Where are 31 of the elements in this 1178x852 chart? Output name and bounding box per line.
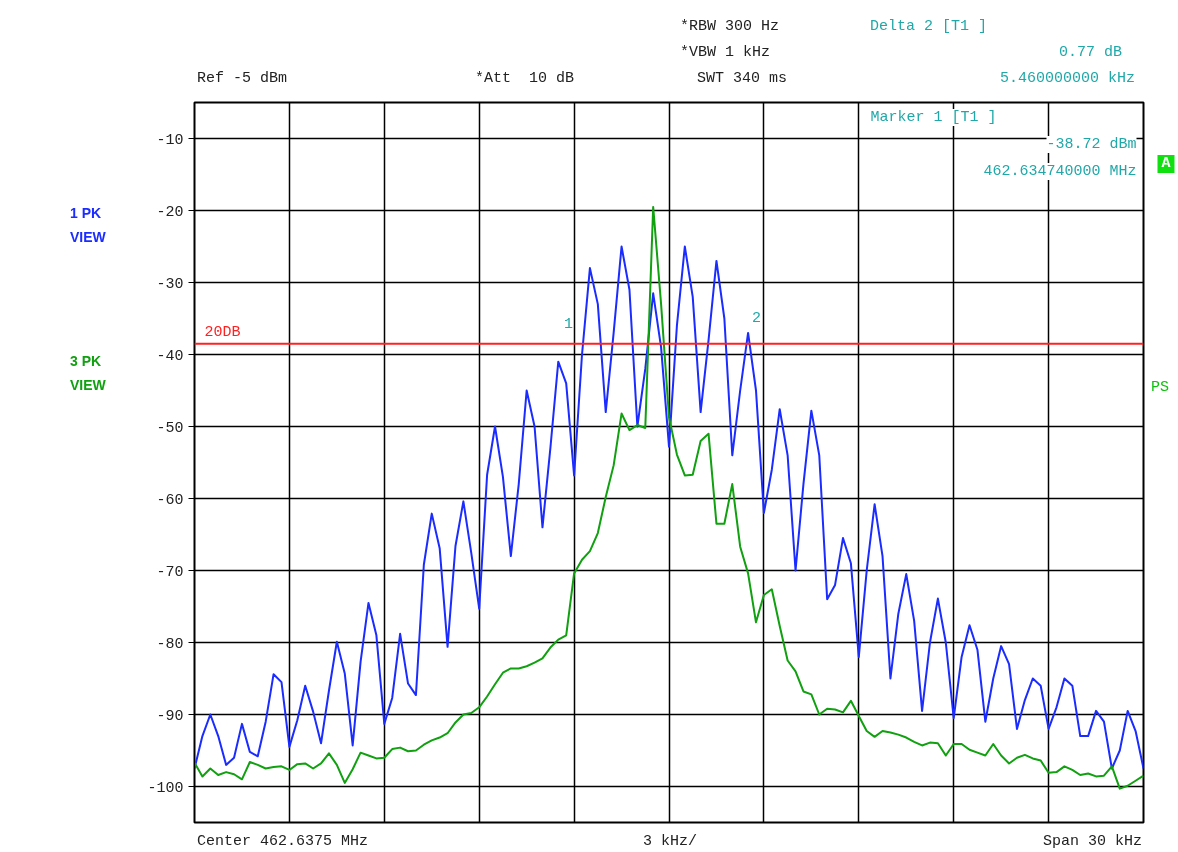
- y-tick-label: -20: [156, 203, 184, 221]
- y-tick-label: -70: [156, 563, 184, 581]
- text: 3 PK VIEW: [70, 352, 106, 395]
- y-tick-label: -40: [156, 347, 184, 365]
- text: 3 kHz/: [642, 833, 698, 851]
- text: Delta 2 [T1 ]: [870, 18, 988, 36]
- text: Span 30 kHz: [1042, 833, 1142, 851]
- annotation: Marker 1 [T1 ]: [870, 109, 997, 126]
- text: *VBW 1 kHz: [680, 44, 771, 62]
- y-tick-label: -10: [156, 131, 184, 149]
- y-tick-label: -80: [156, 635, 184, 653]
- text: 0.77 dB: [1058, 44, 1122, 62]
- annotation: 1: [564, 315, 574, 333]
- text: *Att 10 dB: [475, 70, 575, 88]
- text: PS: [1150, 379, 1170, 397]
- y-tick-label: -60: [156, 491, 184, 509]
- text: A: [1157, 155, 1175, 173]
- annotation: 2: [752, 309, 762, 327]
- text: 5.460000000 kHz: [999, 70, 1135, 88]
- annotation: 462.634740000 MHz: [983, 163, 1137, 180]
- text: *RBW 300 Hz: [680, 18, 780, 36]
- y-tick-label: -90: [156, 707, 184, 725]
- text: SWT 340 ms: [697, 70, 788, 88]
- annotation: -38.72 dBm: [1046, 136, 1137, 153]
- ref-line-label: 20DB: [204, 323, 241, 341]
- text: 1 PK VIEW: [70, 204, 106, 247]
- y-tick-label: -100: [147, 779, 184, 797]
- text: Center 462.6375 MHz: [197, 833, 369, 851]
- y-tick-label: -30: [156, 275, 184, 293]
- y-tick-label: -50: [156, 419, 184, 437]
- text: Ref -5 dBm: [197, 70, 288, 88]
